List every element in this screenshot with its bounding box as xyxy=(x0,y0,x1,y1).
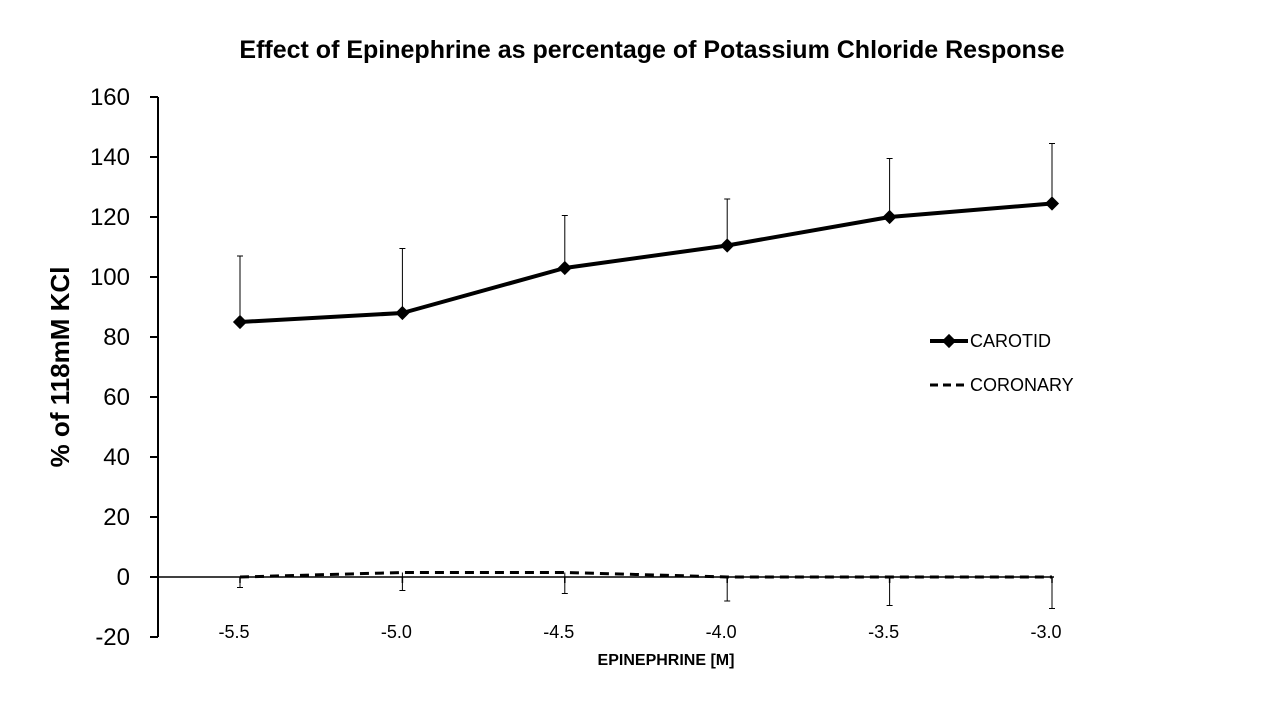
axes xyxy=(150,96,1054,638)
legend-marker-carotid xyxy=(941,333,957,349)
y-tick-label: -20 xyxy=(95,624,130,651)
chart-title: Effect of Epinephrine as percentage of P… xyxy=(239,36,1064,64)
y-tick-label: 20 xyxy=(103,504,130,531)
error-bars xyxy=(237,143,1055,609)
y-tick-label: 100 xyxy=(90,264,130,291)
y-tick-label: 0 xyxy=(117,564,130,591)
x-tick-label: -3.0 xyxy=(1030,622,1061,642)
data-point-carotid xyxy=(232,314,248,330)
x-axis-label: EPINEPHRINE [M] xyxy=(598,652,735,669)
x-tick-labels: -5.5 -5.0 -4.5 -4.0 -3.5 -3.0 xyxy=(218,622,1061,642)
legend-label-coronary: CORONARY xyxy=(970,375,1074,395)
x-tick-label: -3.5 xyxy=(868,622,899,642)
data-point-carotid xyxy=(882,209,897,225)
x-tick-label: -5.0 xyxy=(381,622,412,642)
x-tick-label: -5.5 xyxy=(218,622,249,642)
series-line-coronary xyxy=(239,571,1052,579)
series-lines xyxy=(232,196,1060,579)
legend: CAROTID CORONARY xyxy=(930,331,1074,395)
y-tick-label: 160 xyxy=(90,84,130,111)
legend-label-carotid: CAROTID xyxy=(970,331,1051,351)
data-point-carotid xyxy=(557,260,572,276)
y-tick-label: 40 xyxy=(103,444,130,471)
data-point-carotid xyxy=(720,238,735,253)
series-line-carotid xyxy=(239,201,1053,324)
data-point-carotid xyxy=(395,305,410,321)
y-tick-label: 80 xyxy=(103,324,130,351)
y-tick-labels: -20 0 20 40 60 80 100 120 140 160 xyxy=(90,84,130,651)
x-tick-label: -4.0 xyxy=(706,622,737,642)
y-axis-label: % of 118mM KCl xyxy=(45,267,75,468)
data-point-carotid xyxy=(1044,196,1060,211)
x-tick-label: -4.5 xyxy=(543,622,574,642)
y-tick-label: 120 xyxy=(90,204,130,231)
y-tick-label: 60 xyxy=(103,384,130,411)
y-tick-label: 140 xyxy=(90,144,130,171)
